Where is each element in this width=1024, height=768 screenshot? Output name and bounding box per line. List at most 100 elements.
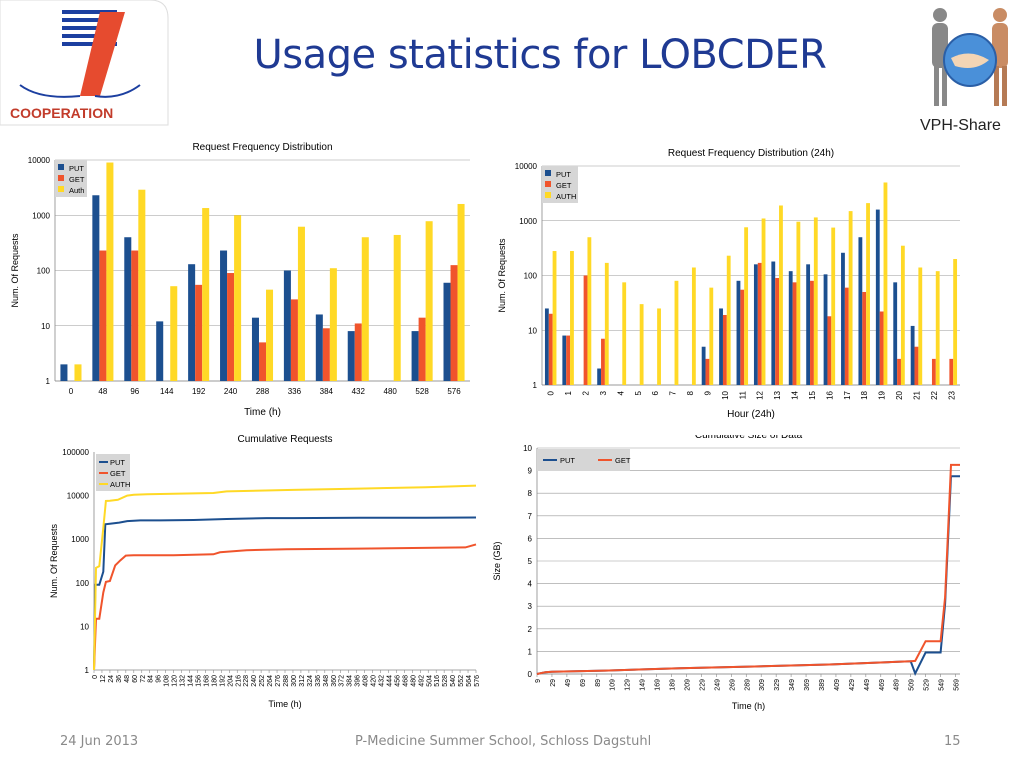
bar-put: [823, 274, 828, 385]
bar-get: [740, 289, 745, 385]
bar-auth: [726, 255, 731, 385]
x-tick-label: 309: [759, 679, 766, 691]
bar-auth: [393, 234, 401, 381]
bar-auth: [883, 182, 888, 385]
x-tick-label: 10: [721, 390, 730, 399]
x-tick-label: 0: [92, 675, 99, 679]
x-tick-label: 84: [148, 675, 155, 683]
bar-auth: [202, 208, 210, 381]
bar-get: [914, 346, 919, 385]
x-tick-label: 252: [259, 675, 266, 687]
bar-get: [99, 250, 107, 381]
x-tick-label: 228: [243, 675, 250, 687]
y-tick-label: 7: [528, 512, 533, 521]
bar-auth: [570, 251, 574, 385]
bar-auth: [866, 203, 870, 385]
x-tick-label: 288: [283, 675, 290, 687]
legend-swatch-get: [58, 175, 64, 181]
bar-auth: [900, 245, 905, 385]
x-tick-label: 348: [323, 675, 330, 687]
x-tick-label: 480: [384, 387, 398, 396]
x-tick-label: 432: [379, 675, 386, 687]
x-tick-label: 396: [355, 675, 362, 687]
x-tick-label: 48: [98, 387, 107, 396]
x-tick-label: 384: [347, 675, 354, 687]
y-tick-label: 4: [528, 580, 533, 589]
chart-title: Cumulative Size of Data: [695, 435, 803, 441]
cooperation-logo: COOPERATION: [0, 0, 170, 140]
bar-put: [411, 331, 419, 381]
x-tick-label: 269: [729, 679, 736, 691]
bar-put: [597, 368, 602, 385]
bar-auth: [622, 282, 627, 385]
bar-auth: [297, 226, 305, 381]
bar-get: [601, 338, 605, 385]
bar-get: [258, 342, 267, 381]
y-tick-label: 1000: [32, 211, 50, 220]
bar-get: [131, 250, 139, 381]
bar-auth: [552, 251, 557, 385]
bar-put: [841, 252, 845, 385]
x-tick-label: 96: [130, 387, 139, 396]
bar-put: [124, 237, 132, 381]
bar-put: [156, 321, 164, 381]
x-tick-label: 0: [69, 387, 74, 396]
y-axis-label: Num. Of Requests: [497, 238, 507, 313]
bar-get: [705, 358, 710, 385]
x-tick-label: 16: [825, 390, 834, 399]
x-tick-label: 420: [371, 675, 378, 687]
x-tick-label: 569: [954, 679, 961, 691]
cumulative-size-chart: Cumulative Size of Data012345678910Size …: [492, 435, 961, 711]
y-tick-label: 10: [523, 444, 532, 453]
bar-auth: [779, 205, 783, 385]
x-tick-label: 0: [547, 390, 556, 395]
x-axis-label: Time (h): [732, 701, 765, 711]
legend-label-get: GET: [556, 181, 572, 190]
x-tick-label: 229: [699, 679, 706, 691]
bar-put: [719, 308, 723, 385]
x-tick-label: 3: [599, 390, 608, 395]
x-tick-label: 156: [195, 675, 202, 687]
x-tick-label: 324: [307, 675, 314, 687]
vph-share-logo: VPH-Share: [915, 0, 1020, 140]
series-line-put: [536, 475, 960, 677]
x-tick-label: 209: [684, 679, 691, 691]
x-tick-label: 189: [670, 679, 677, 691]
y-tick-label: 1: [85, 666, 90, 675]
bar-put: [220, 250, 228, 381]
bar-auth: [813, 217, 818, 385]
bar-put: [251, 317, 259, 381]
x-tick-label: 144: [188, 675, 195, 687]
footer-center: P-Medicine Summer School, Schloss Dagstu…: [355, 734, 652, 749]
x-tick-label: 300: [291, 675, 298, 687]
bar-get: [897, 358, 901, 385]
legend-label-put: PUT: [69, 164, 84, 173]
bar-auth: [587, 237, 592, 385]
legend-label-auth: AUTH: [110, 480, 130, 489]
x-tick-label: 509: [909, 679, 916, 691]
x-tick-label: 384: [320, 387, 334, 396]
x-tick-label: 132: [180, 675, 187, 687]
x-tick-label: 22: [930, 390, 939, 399]
bar-get: [844, 287, 849, 385]
bar-put: [60, 364, 68, 381]
series-line-auth: [93, 484, 477, 671]
bar-get: [810, 280, 814, 385]
bar-auth: [329, 268, 337, 381]
bar-auth: [639, 304, 644, 385]
bar-put: [701, 346, 706, 385]
bar-get: [757, 262, 762, 385]
x-tick-label: 14: [791, 390, 800, 399]
bar-put: [771, 261, 776, 385]
bar-auth: [138, 189, 146, 381]
y-tick-label: 1: [528, 647, 533, 656]
x-tick-label: 336: [288, 387, 302, 396]
bar-put: [753, 264, 758, 385]
chart-title: Request Frequency Distribution (24h): [668, 148, 834, 159]
x-tick-label: 17: [843, 390, 852, 399]
x-tick-label: 360: [331, 675, 338, 687]
bar-get: [722, 314, 727, 385]
y-tick-label: 100000: [62, 448, 89, 457]
x-tick-label: 89: [595, 679, 602, 687]
y-tick-label: 10000: [28, 156, 51, 165]
